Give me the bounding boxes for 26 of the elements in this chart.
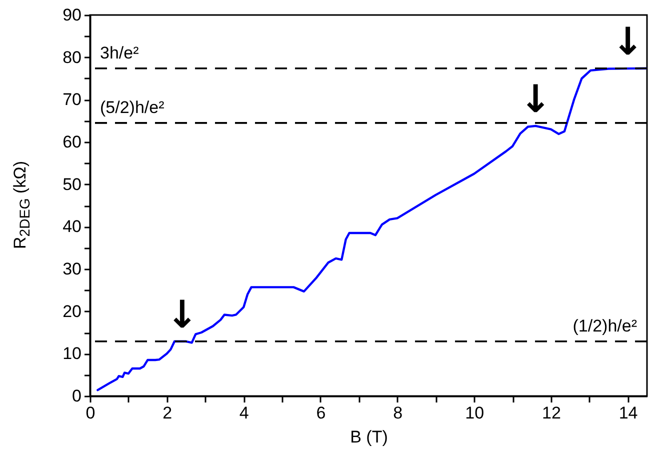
x-tick-label: 10 (465, 404, 484, 422)
x-tick-label: 6 (316, 404, 326, 422)
x-tick-label: 12 (542, 404, 561, 422)
y-tick-label: 80 (62, 48, 82, 67)
y-tick-label: 50 (62, 174, 82, 194)
y-tick-label: 30 (62, 260, 82, 278)
y-tick-label: 70 (62, 90, 82, 110)
annotation: ↓ (520, 76, 552, 121)
y-tick-label: 0 (72, 386, 82, 406)
ref-line-label: (5/2)h/e² (100, 98, 165, 117)
line-series (96, 67, 647, 392)
y-tick-label: 10 (62, 344, 82, 364)
y-tick-label: 40 (62, 217, 82, 236)
x-axis-title: B (T) (350, 428, 388, 446)
x-tick-label: 4 (239, 404, 249, 422)
x-tick-label: 14 (618, 404, 638, 422)
ref-line-label: 3h/e² (100, 43, 140, 62)
annotation: ↓ (166, 292, 198, 336)
x-tick-label: 8 (393, 404, 403, 422)
x-tick-label: 0 (86, 404, 96, 422)
y-tick-label: 20 (62, 302, 82, 321)
y-tick-label: 90 (62, 6, 82, 24)
annotation: ↓ (612, 19, 644, 64)
y-tick-label: 60 (62, 132, 82, 152)
ref-line-label: (1/2)h/e² (572, 316, 638, 336)
x-tick-label: 2 (162, 404, 172, 422)
